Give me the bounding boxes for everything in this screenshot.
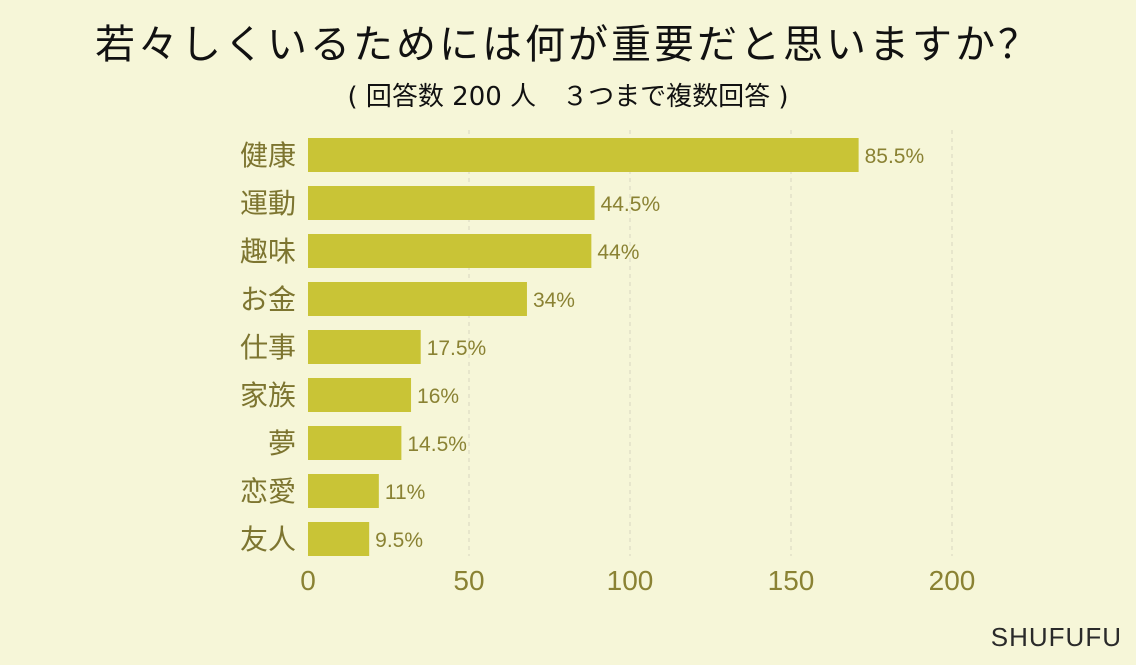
data-label: 44% xyxy=(597,241,639,264)
bar xyxy=(308,282,527,316)
bar xyxy=(308,474,379,508)
data-label: 85.5% xyxy=(865,145,925,168)
category-label: 家族 xyxy=(240,379,296,412)
bar xyxy=(308,234,592,268)
x-tick-label: 0 xyxy=(300,565,316,596)
x-tick-label: 150 xyxy=(768,565,815,596)
category-label: お金 xyxy=(240,283,296,316)
category-label: 趣味 xyxy=(240,235,296,268)
category-label: 健康 xyxy=(240,139,296,172)
data-label: 9.5% xyxy=(375,529,423,552)
bar xyxy=(308,522,370,556)
data-label: 16% xyxy=(417,385,459,408)
bar xyxy=(308,330,421,364)
data-label: 17.5% xyxy=(427,337,487,360)
bar xyxy=(308,186,595,220)
category-label: 仕事 xyxy=(240,331,296,364)
brand-logo-text: SHUFUFU xyxy=(990,622,1122,652)
category-label: 恋愛 xyxy=(240,475,296,508)
x-tick-label: 50 xyxy=(453,565,484,596)
chart-title: 若々しくいるためには何が重要だと思いますか？ xyxy=(95,22,1041,68)
data-label: 34% xyxy=(533,289,575,312)
x-tick-label: 200 xyxy=(929,565,976,596)
category-label: 友人 xyxy=(240,523,296,556)
data-label: 14.5% xyxy=(407,433,467,456)
x-tick-label: 100 xyxy=(607,565,654,596)
bar xyxy=(308,378,412,412)
category-label: 夢 xyxy=(268,427,296,460)
bar xyxy=(308,426,402,460)
chart-subtitle: ( 回答数 200 人 ３つまで複数回答 ) xyxy=(347,82,789,112)
data-label: 11% xyxy=(385,481,425,504)
bar xyxy=(308,138,859,172)
category-label: 運動 xyxy=(240,187,296,220)
data-label: 44.5% xyxy=(601,193,661,216)
